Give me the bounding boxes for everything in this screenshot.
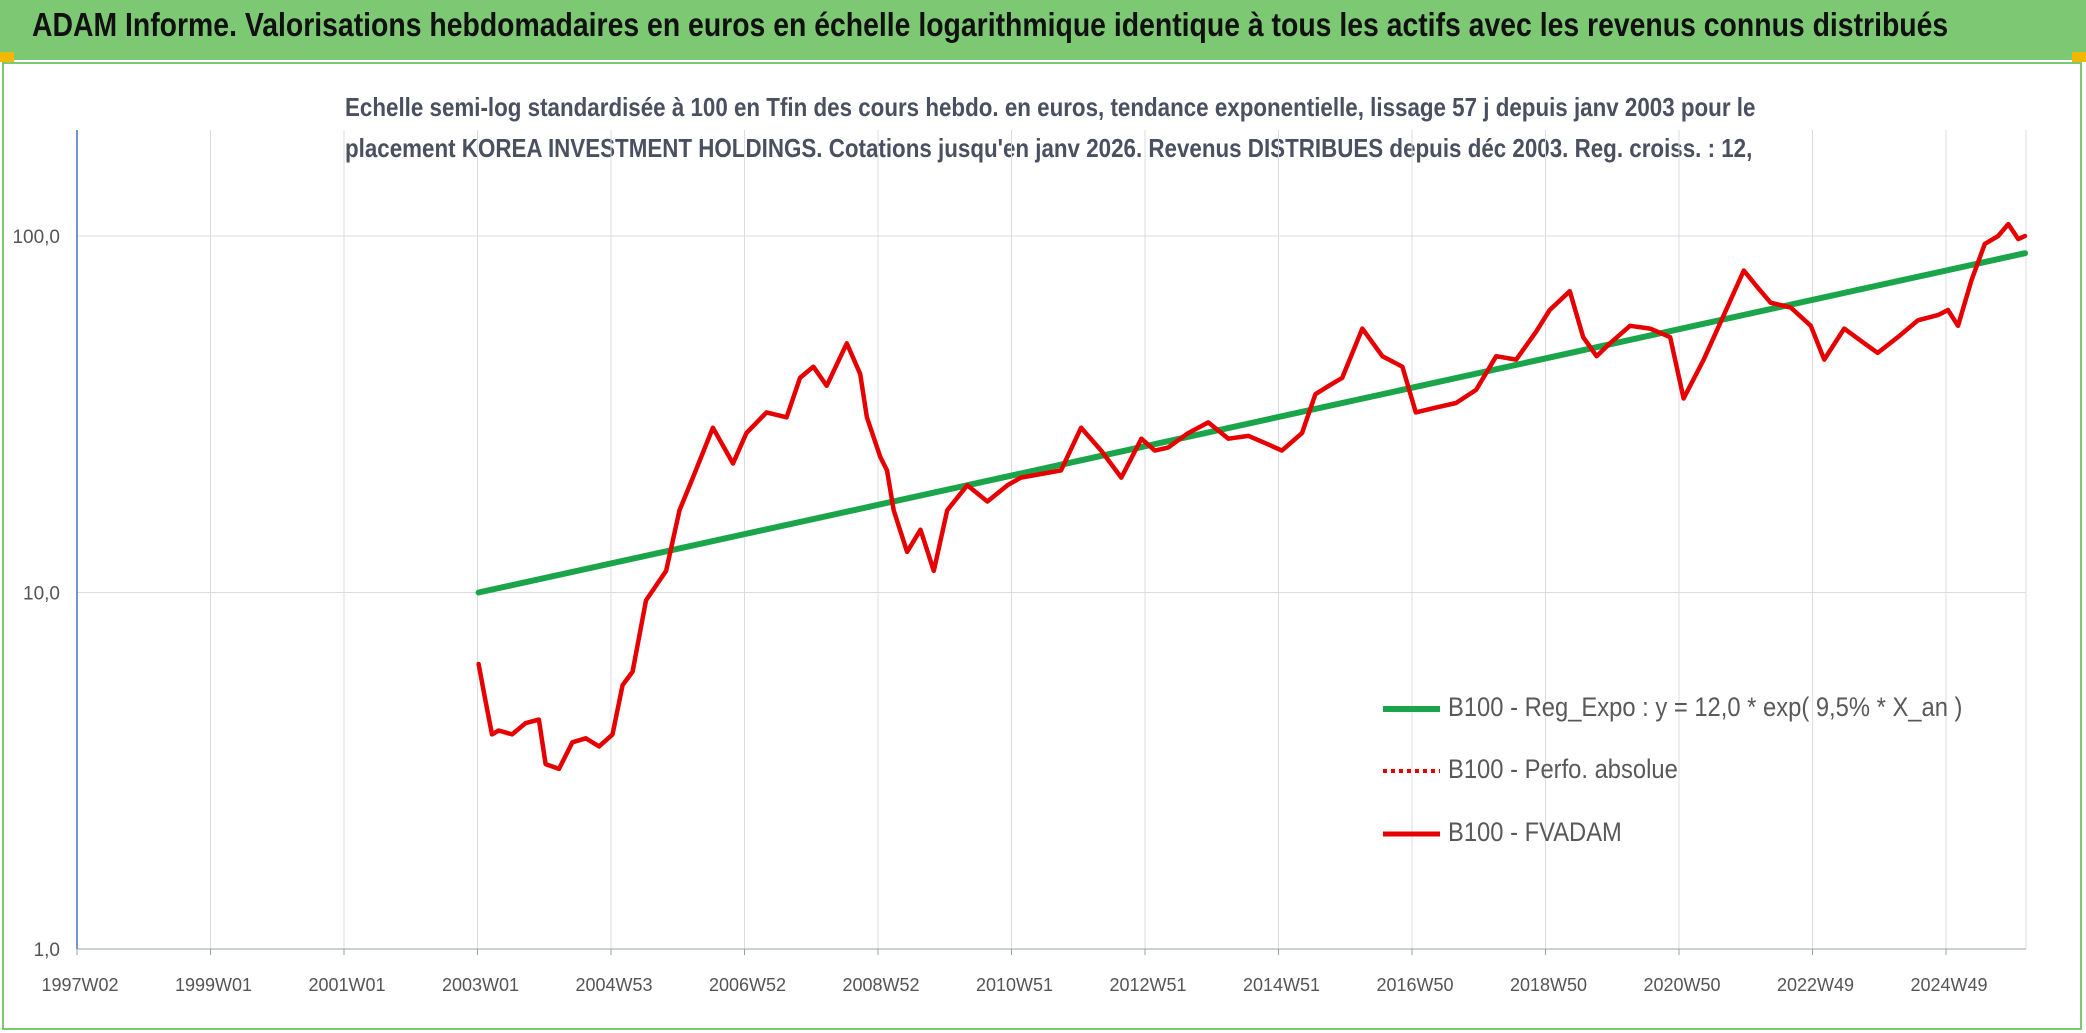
y-tick-label: 10,0 [23, 584, 60, 605]
x-tick-label: 2010W51 [976, 975, 1053, 995]
fvadam-line [476, 221, 2028, 772]
corner-marker-left [0, 52, 14, 62]
x-tick-label: 2003W01 [442, 975, 519, 995]
report-banner: ADAM Informe. Valorisations hebdomadaire… [0, 0, 2086, 60]
x-tick-label: 2022W49 [1777, 975, 1854, 995]
x-tick-label: 2014W51 [1243, 975, 1320, 995]
x-tick-label: 2001W01 [308, 975, 385, 995]
trend-line [475, 250, 2028, 596]
x-tick-label: 2006W52 [709, 975, 786, 995]
x-tick-label: 2012W51 [1109, 975, 1186, 995]
legend-label-fvadam: B100 - FVADAM [1448, 817, 1622, 847]
x-tick-label: 2018W50 [1510, 975, 1587, 995]
x-tick-label: 2004W53 [575, 975, 652, 995]
y-tick-label: 100,0 [12, 227, 60, 248]
report-title: ADAM Informe. Valorisations hebdomadaire… [32, 6, 1949, 43]
x-tick-label: 2020W50 [1643, 975, 1720, 995]
x-tick-label: 2008W52 [842, 975, 919, 995]
x-tick-label: 1997W02 [41, 975, 118, 995]
y-tick-label: 1,0 [34, 940, 60, 961]
chart-title-line-2: placement KOREA INVESTMENT HOLDINGS. Cot… [345, 133, 1753, 163]
x-tick-label: 2024W49 [1910, 975, 1987, 995]
x-tick-label: 2016W50 [1376, 975, 1453, 995]
legend-label-perfo: B100 - Perfo. absolue [1448, 754, 1678, 784]
legend-label-trend: B100 - Reg_Expo : y = 12,0 * exp( 9,5% *… [1448, 692, 1963, 722]
chart-frame [2, 62, 2082, 1030]
corner-marker-right [2072, 52, 2086, 62]
x-tick-label: 1999W01 [175, 975, 252, 995]
chart-title-line-1: Echelle semi-log standardisée à 100 en T… [345, 92, 1756, 122]
